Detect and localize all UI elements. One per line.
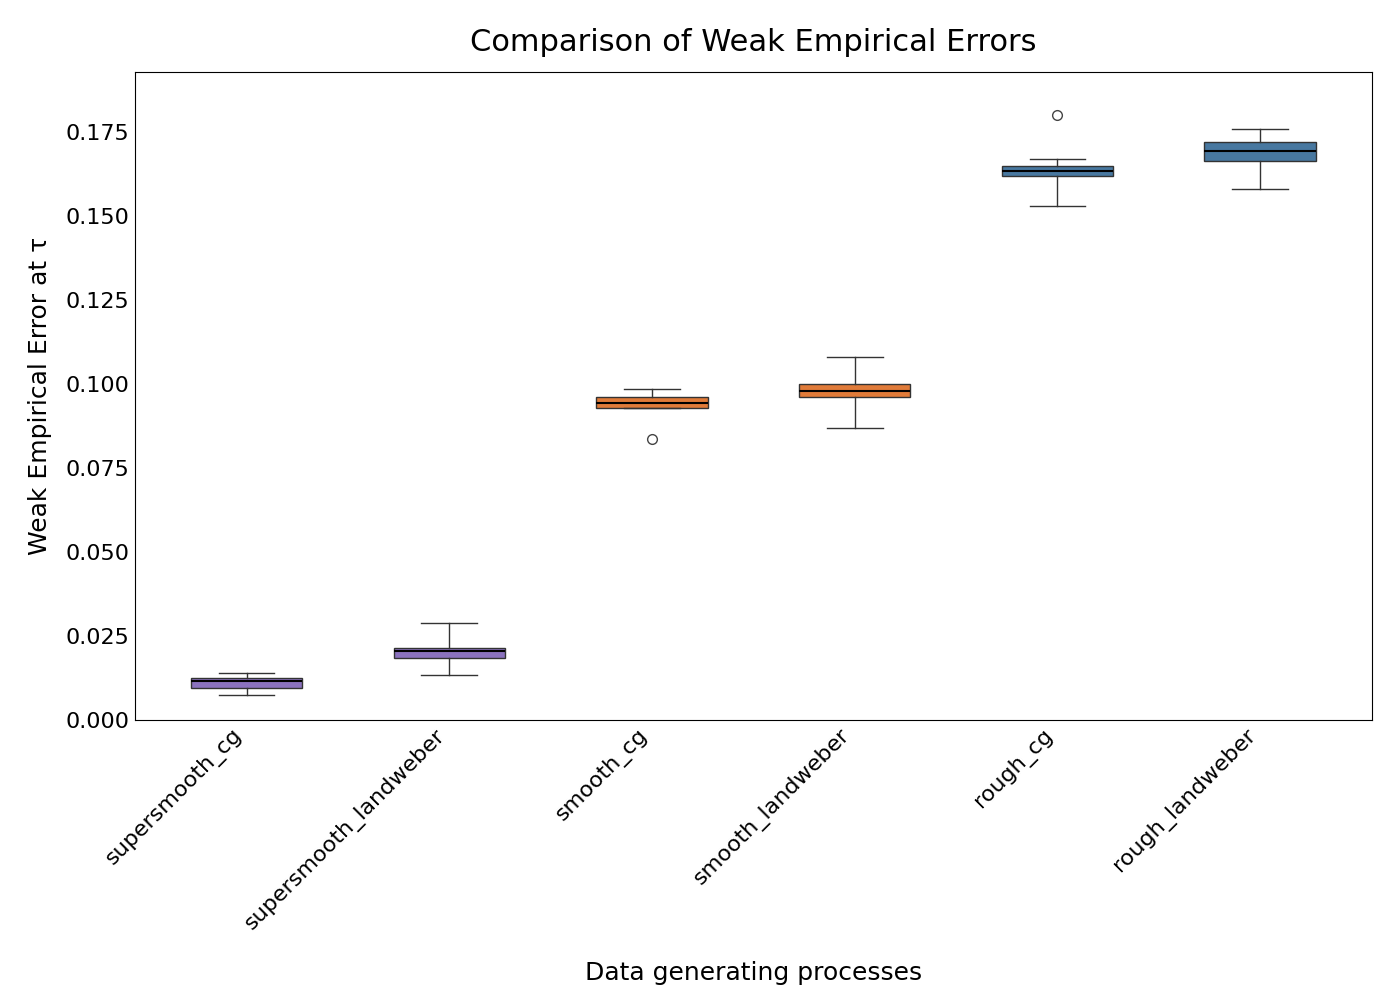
PathPatch shape: [190, 678, 302, 688]
X-axis label: Data generating processes: Data generating processes: [585, 961, 923, 985]
Title: Comparison of Weak Empirical Errors: Comparison of Weak Empirical Errors: [470, 28, 1036, 57]
Y-axis label: Weak Empirical Error at τ: Weak Empirical Error at τ: [28, 237, 52, 555]
PathPatch shape: [596, 397, 708, 408]
PathPatch shape: [1204, 142, 1316, 161]
PathPatch shape: [393, 648, 505, 658]
PathPatch shape: [1002, 166, 1113, 176]
PathPatch shape: [799, 384, 910, 397]
